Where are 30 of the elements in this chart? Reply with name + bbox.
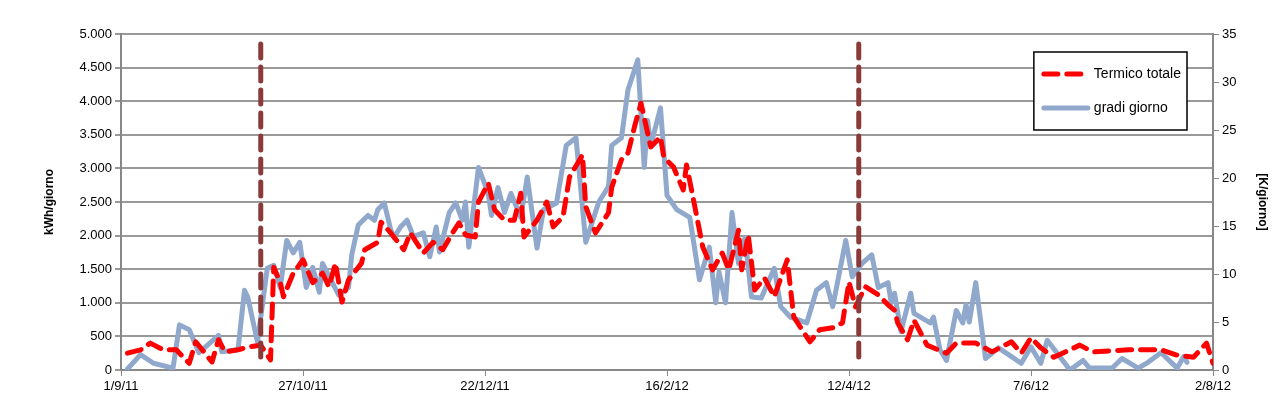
y2-tick-label: 10 (1222, 265, 1237, 281)
legend-label: Termico totale (1093, 64, 1182, 81)
x-tick-label: 12/4/12 (827, 378, 871, 394)
y2-tick-label: 35 (1222, 25, 1237, 41)
y-tick-label: 4.500 (79, 59, 112, 75)
y-axis-title: kWh/giorno (41, 169, 56, 235)
x-tick-label: 2/8/12 (1194, 378, 1232, 394)
x-tick-label: 1/9/11 (103, 378, 139, 394)
x-tick-label: 16/2/12 (645, 378, 689, 394)
y-tick-label: 1.500 (79, 260, 112, 276)
x-tick-label: 27/10/11 (278, 378, 328, 394)
y-tick-label: 2.000 (79, 227, 112, 243)
y-tick-label: 500 (90, 327, 112, 343)
x-tick-label: 22/12/11 (460, 378, 510, 394)
y-tick-label: 2.500 (79, 193, 112, 209)
y2-tick-label: 5 (1222, 313, 1230, 329)
y2-tick-label: 25 (1222, 121, 1237, 137)
y2-tick-label: 20 (1222, 169, 1237, 185)
y-tick-label: 5.000 (79, 25, 112, 41)
y2-tick-label: 0 (1222, 361, 1230, 377)
x-tick-label: 7/6/12 (1012, 378, 1050, 394)
y2-tick-label: 30 (1222, 73, 1237, 89)
y-tick-label: 1.000 (79, 294, 112, 310)
y-tick-label: 3.500 (79, 126, 112, 142)
y-tick-label: 4.000 (79, 92, 112, 108)
y2-axis-title: [K/giorno] (1256, 173, 1271, 231)
legend-label: gradi giorno (1093, 98, 1169, 115)
y-tick-label: 3.000 (79, 159, 112, 175)
y-tick-label: 0 (104, 361, 112, 377)
y2-tick-label: 15 (1222, 217, 1237, 233)
